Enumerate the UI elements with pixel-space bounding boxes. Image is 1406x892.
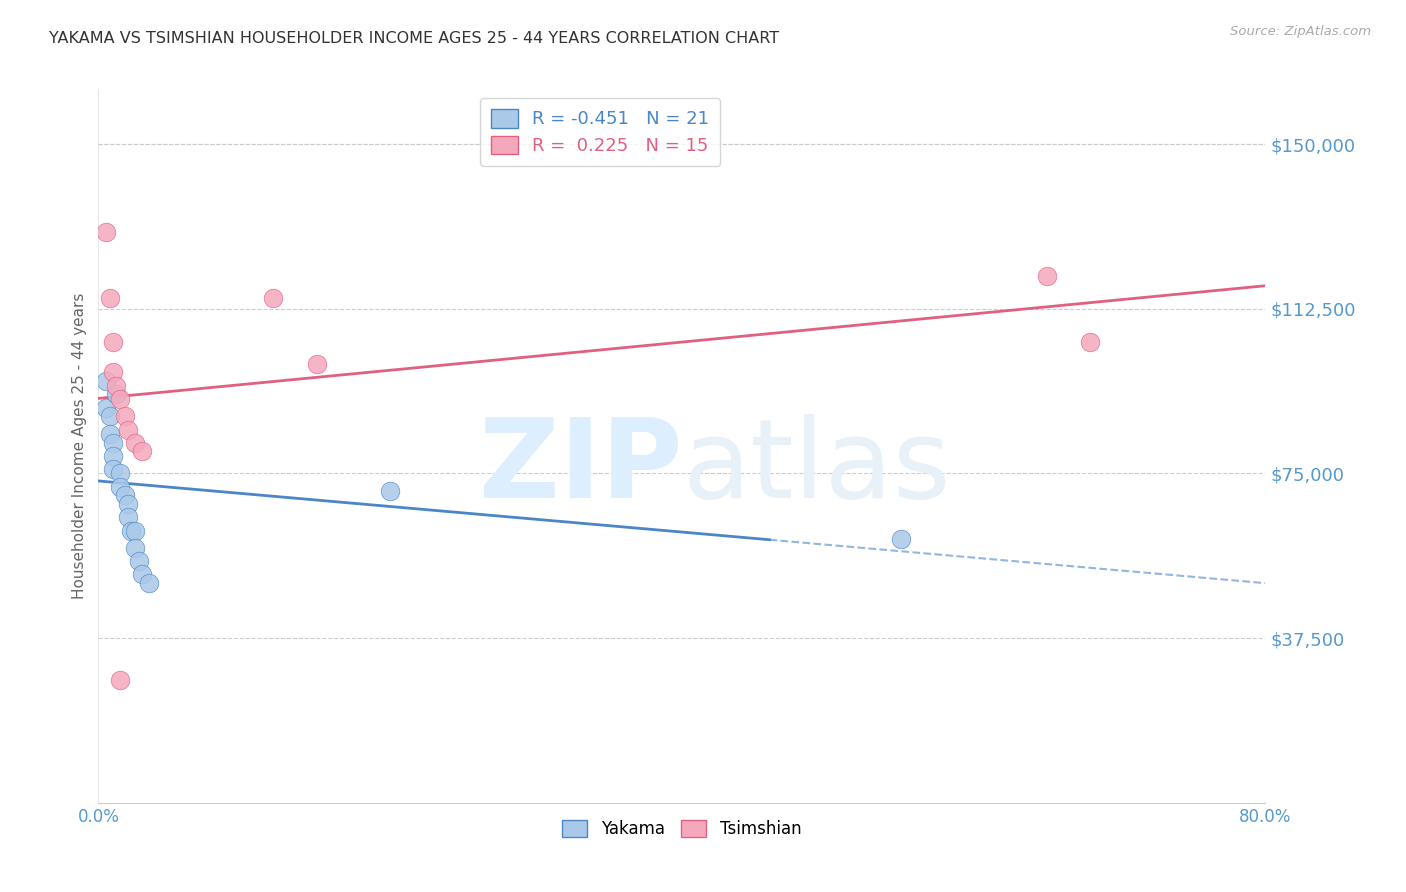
Text: Source: ZipAtlas.com: Source: ZipAtlas.com [1230,25,1371,38]
Point [98,426,121,441]
Point [94,374,117,388]
Point [117,423,139,437]
Point [98,409,121,424]
Point [110,392,132,406]
Text: YAKAMA VS TSIMSHIAN HOUSEHOLDER INCOME AGES 25 - 44 YEARS CORRELATION CHART: YAKAMA VS TSIMSHIAN HOUSEHOLDER INCOME A… [49,31,779,46]
Point [1080,334,1102,349]
Point [124,524,146,538]
Point [94,401,117,415]
Point [120,524,142,538]
Point [110,467,132,481]
Point [101,366,124,380]
Text: ZIP: ZIP [478,414,682,521]
Point [101,462,124,476]
Point [131,567,153,582]
Point [110,673,132,687]
Point [131,444,153,458]
Point [101,334,124,349]
Point [104,387,127,401]
Point [98,291,121,305]
Point [138,576,160,591]
Point [104,378,127,392]
Point [117,510,139,524]
Text: atlas: atlas [682,414,950,521]
Point [124,435,146,450]
Point [890,533,912,547]
Point [114,488,136,502]
Point [114,409,136,424]
Point [128,554,150,568]
Point [110,480,132,494]
Point [94,225,117,239]
Point [101,449,124,463]
Point [117,497,139,511]
Y-axis label: Householder Income Ages 25 - 44 years: Householder Income Ages 25 - 44 years [72,293,87,599]
Point [380,483,402,498]
Point [124,541,146,555]
Point [1035,268,1057,283]
Point [307,357,329,371]
Point [101,435,124,450]
Legend: Yakama, Tsimshian: Yakama, Tsimshian [555,813,808,845]
Point [262,291,284,305]
